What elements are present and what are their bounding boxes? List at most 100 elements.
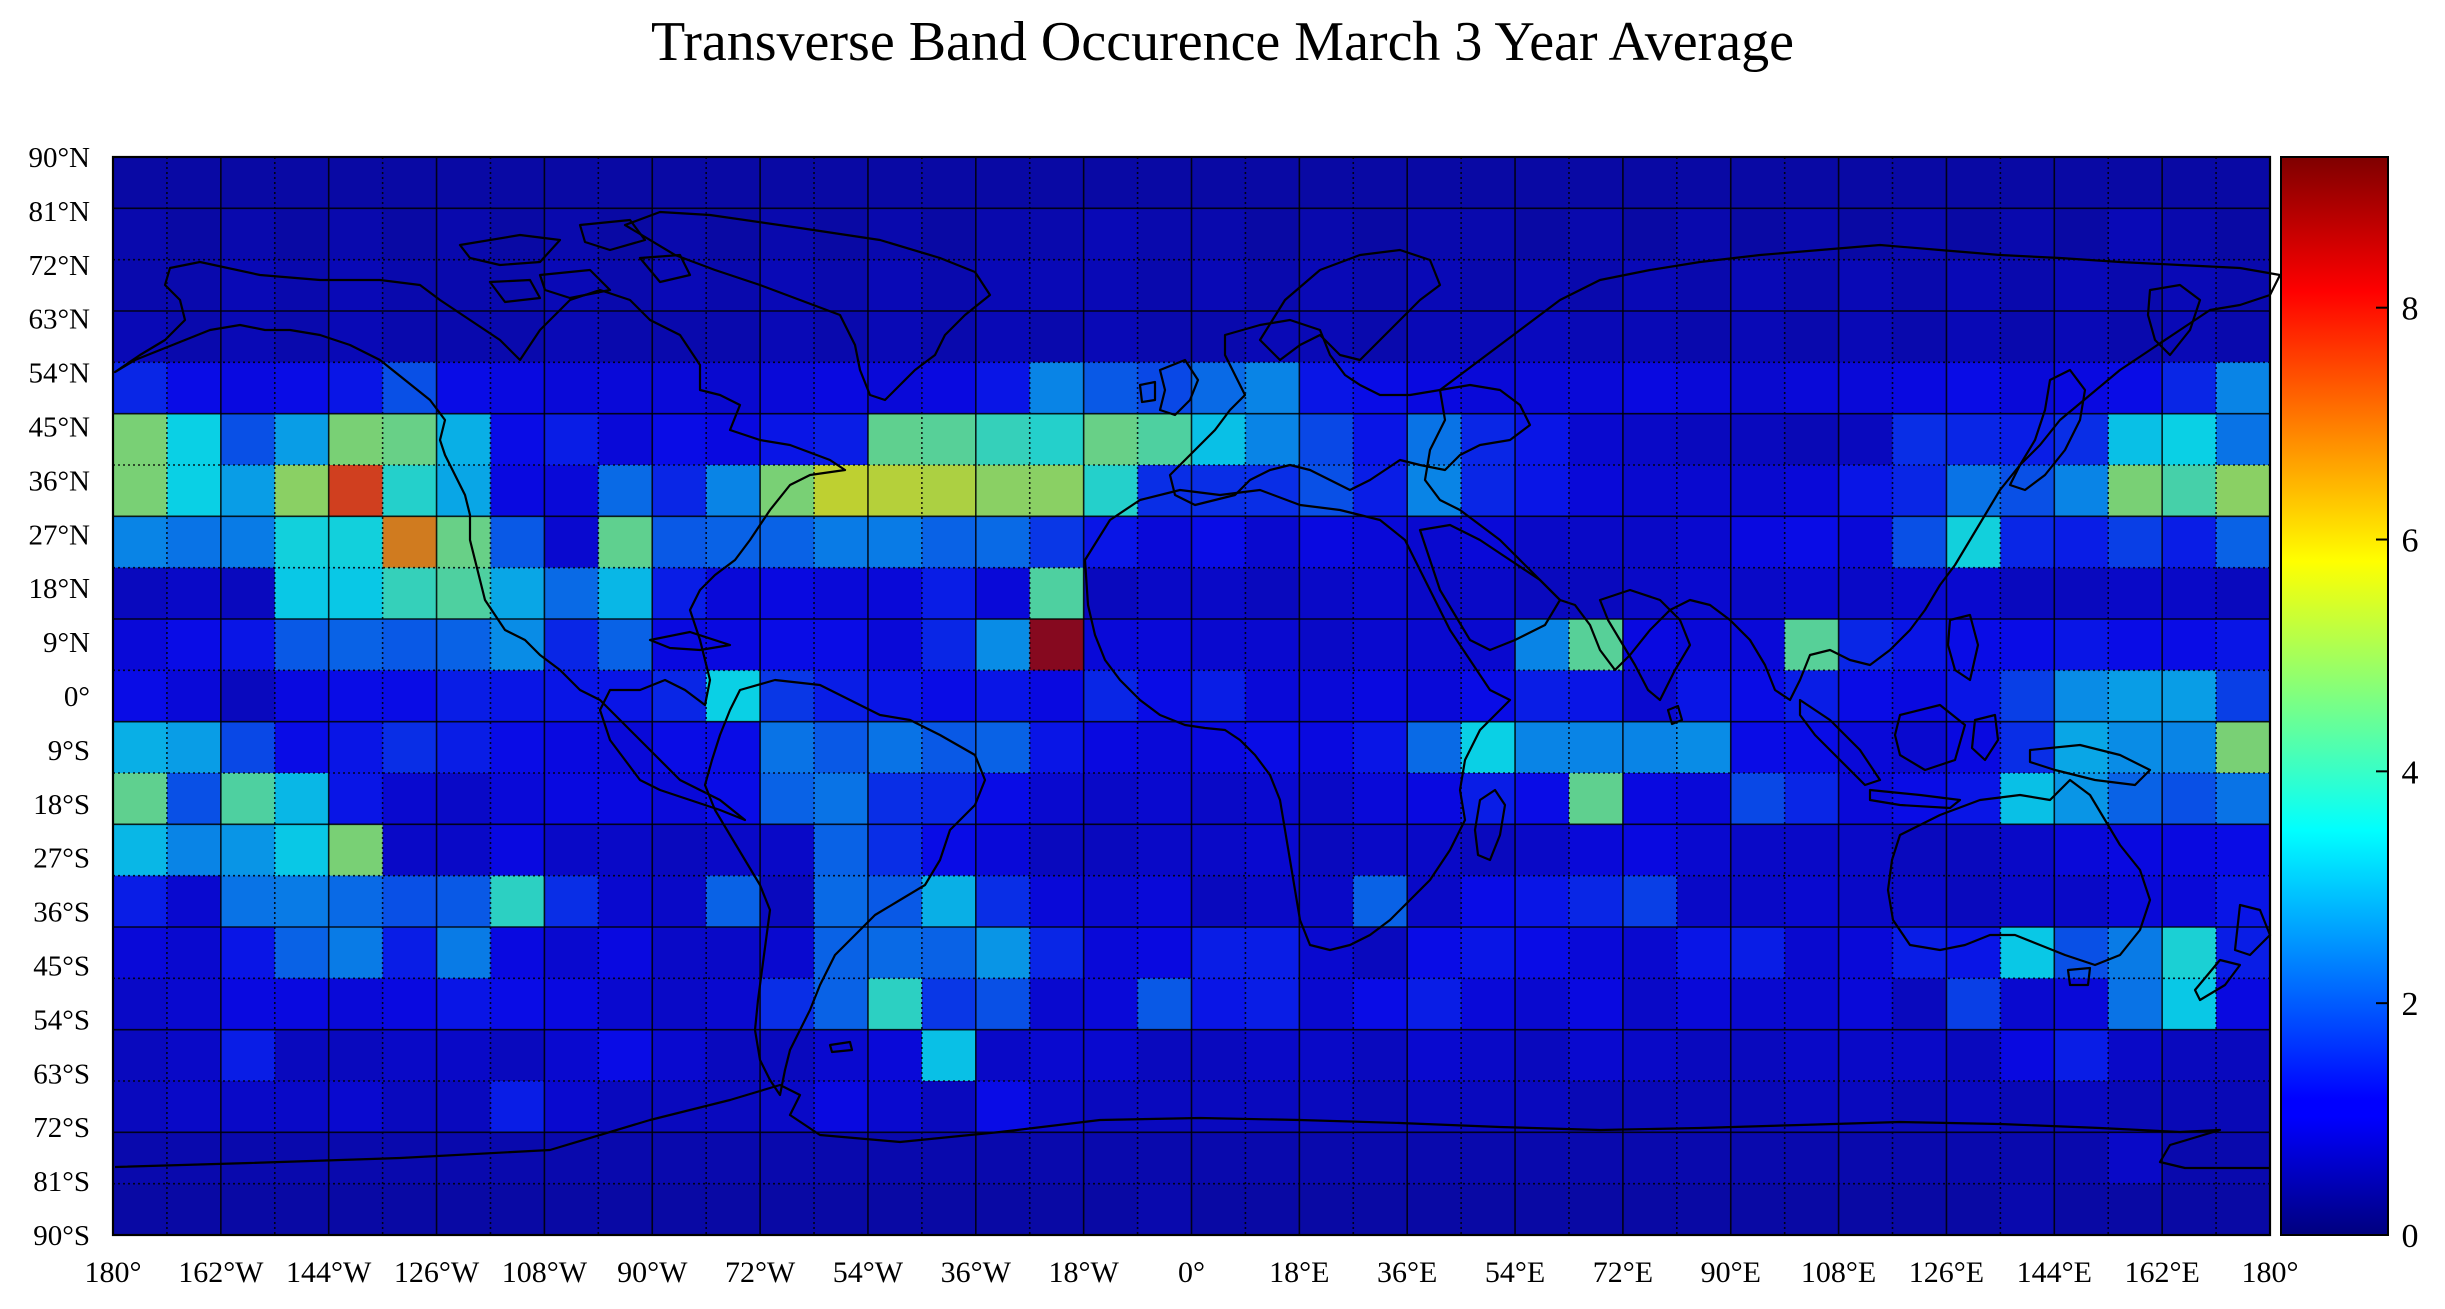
heatmap-cell xyxy=(2054,824,2109,877)
heatmap-cell xyxy=(113,773,168,825)
heatmap-cell xyxy=(1083,311,1139,363)
heatmap-cell xyxy=(1892,362,1948,415)
heatmap-cell xyxy=(1676,157,1732,209)
heatmap-cell xyxy=(1461,670,1516,723)
heatmap-cell xyxy=(1407,670,1462,723)
heatmap-cell xyxy=(1568,1183,1624,1236)
heatmap-cell xyxy=(1838,978,1894,1031)
heatmap-cell xyxy=(274,773,330,825)
heatmap-cell xyxy=(544,157,599,209)
heatmap-cell xyxy=(652,362,707,415)
heatmap-cell xyxy=(490,875,545,928)
heatmap-cell xyxy=(598,1081,653,1133)
heatmap-cell xyxy=(166,567,222,620)
heatmap-cell xyxy=(1784,670,1840,723)
heatmap-cell xyxy=(1622,875,1678,928)
heatmap-cell xyxy=(166,927,222,979)
heatmap-cell xyxy=(220,157,276,209)
heatmap-cell xyxy=(2054,516,2109,569)
heatmap-cell xyxy=(436,824,492,877)
heatmap-cell xyxy=(328,208,384,261)
heatmap-cell xyxy=(2216,465,2271,517)
heatmap-cell xyxy=(2108,773,2163,825)
heatmap-cell xyxy=(1353,721,1408,774)
heatmap-cell xyxy=(166,978,222,1031)
heatmap-cell xyxy=(328,413,384,466)
heatmap-cell xyxy=(490,465,545,517)
heatmap-cell xyxy=(544,1132,599,1185)
heatmap-cell xyxy=(113,1081,168,1133)
y-tick-label: 36°S xyxy=(33,897,90,929)
heatmap-cell xyxy=(1245,1183,1300,1236)
heatmap-cell xyxy=(814,1183,869,1236)
heatmap-cell xyxy=(1299,619,1354,671)
heatmap-cell xyxy=(328,978,384,1031)
heatmap-cell xyxy=(220,721,276,774)
x-tick-label: 108°E xyxy=(1801,1256,1876,1289)
heatmap-cell xyxy=(975,927,1031,979)
heatmap-cell xyxy=(760,721,815,774)
heatmap-cell xyxy=(2108,1183,2163,1236)
heatmap-cell xyxy=(1784,362,1840,415)
heatmap-cell xyxy=(2216,670,2271,723)
heatmap-cell xyxy=(1838,259,1894,312)
heatmap-cell xyxy=(814,875,869,928)
heatmap-cell xyxy=(1730,927,1786,979)
heatmap-cell xyxy=(921,1029,977,1082)
heatmap-cell xyxy=(1353,157,1408,209)
heatmap-cell xyxy=(274,1132,330,1185)
heatmap-cell xyxy=(436,927,492,979)
heatmap-cell xyxy=(1083,773,1139,825)
heatmap-cell xyxy=(1029,208,1085,261)
coastline-madagascar xyxy=(1473,788,1507,862)
heatmap-cell xyxy=(1784,1132,1840,1185)
heatmap-cell xyxy=(1784,1183,1840,1236)
heatmap-cell xyxy=(2216,978,2271,1031)
heatmap-cell xyxy=(760,773,815,825)
heatmap-cell xyxy=(1191,1132,1247,1185)
heatmap-cell xyxy=(113,516,168,569)
heatmap-cell xyxy=(2216,619,2271,671)
heatmap-cell xyxy=(1137,413,1193,466)
heatmap-cell xyxy=(544,978,599,1031)
heatmap-cell xyxy=(1299,157,1354,209)
heatmap-cell xyxy=(1515,721,1570,774)
heatmap-cell xyxy=(2054,1132,2109,1185)
heatmap-cell xyxy=(1946,1081,2001,1133)
heatmap-cell xyxy=(706,1132,761,1185)
heatmap-cell xyxy=(1892,619,1948,671)
heatmap-cell xyxy=(652,157,707,209)
heatmap-cell xyxy=(1245,721,1300,774)
heatmap-cell xyxy=(1029,875,1085,928)
heatmap-cell xyxy=(1622,773,1678,825)
heatmap-cell xyxy=(1461,259,1516,312)
heatmap-cell xyxy=(1515,824,1570,877)
heatmap-cell xyxy=(2162,927,2217,979)
heatmap-cell xyxy=(274,927,330,979)
heatmap-cell xyxy=(598,619,653,671)
x-tick-label: 90°W xyxy=(617,1256,688,1289)
coastline-australia xyxy=(1886,778,2152,967)
heatmap-cell xyxy=(1029,721,1085,774)
heatmap-cell xyxy=(1245,516,1300,569)
heatmap-cell xyxy=(975,413,1031,466)
heatmap-cell xyxy=(1622,311,1678,363)
heatmap-cell xyxy=(921,1183,977,1236)
heatmap-cell xyxy=(1515,927,1570,979)
heatmap-cell xyxy=(1029,311,1085,363)
heatmap-cell xyxy=(1515,1132,1570,1185)
heatmap-cell xyxy=(1568,311,1624,363)
heatmap-cell xyxy=(490,311,545,363)
heatmap-cell xyxy=(1622,413,1678,466)
grid-lines xyxy=(113,157,2270,1235)
heatmap-cell xyxy=(220,362,276,415)
heatmap-cell xyxy=(382,670,438,723)
heatmap-cell xyxy=(975,875,1031,928)
heatmap-cell xyxy=(706,516,761,569)
heatmap-cell xyxy=(760,927,815,979)
heatmap-cell xyxy=(113,619,168,671)
heatmap-cell xyxy=(760,516,815,569)
heatmap-cell xyxy=(867,465,923,517)
heatmap-cell xyxy=(1515,208,1570,261)
heatmap-cell xyxy=(113,721,168,774)
